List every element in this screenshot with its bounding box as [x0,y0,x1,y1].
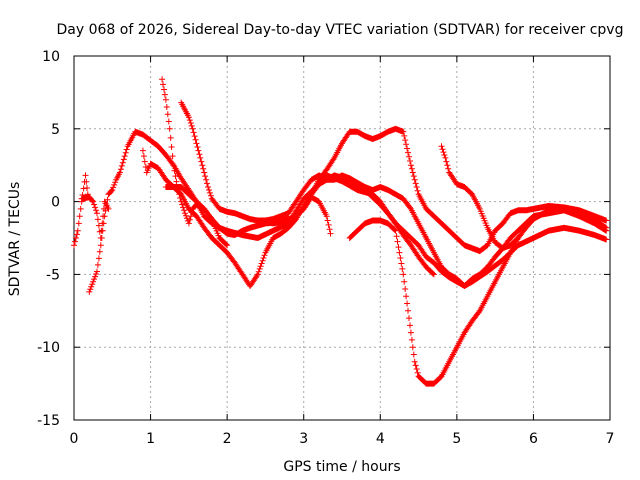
x-tick-label: 1 [146,431,155,447]
y-axis-label: SDTVAR / TECUs [7,182,23,297]
x-tick-label: 2 [223,431,232,447]
y-tick-label: -10 [37,340,60,356]
tick-labels: 0 1 2 3 4 5 6 7 -15 -10 -5 0 5 10 [37,49,614,447]
y-tick-label: 10 [42,49,60,65]
x-tick-label: 0 [70,431,79,447]
x-tick-label: 3 [299,431,308,447]
marker-path-track-3 [78,194,112,241]
y-tick-label: 5 [51,122,60,138]
series-track-3 [78,194,112,241]
series-track-4 [139,125,610,289]
y-tick-label: 0 [51,195,60,211]
series-track-8 [254,194,334,237]
series-track-9 [346,205,610,387]
x-tick-label: 5 [452,431,461,447]
marker-path-track-9 [346,205,610,387]
x-axis-label: GPS time / hours [283,459,400,475]
chart-title: Day 068 of 2026, Sidereal Day-to-day VTE… [57,22,624,38]
y-tick-label: -15 [37,413,60,429]
x-tick-label: 7 [606,431,615,447]
x-tick-label: 6 [529,431,538,447]
x-tick-label: 4 [376,431,385,447]
marker-path-track-8 [254,194,334,237]
series-track-10 [438,143,522,252]
marker-path-track-10 [438,143,522,252]
y-tick-label: -5 [46,267,60,283]
marker-path-track-4 [139,125,610,289]
data-points [71,76,610,387]
axis-ticks [73,55,611,421]
